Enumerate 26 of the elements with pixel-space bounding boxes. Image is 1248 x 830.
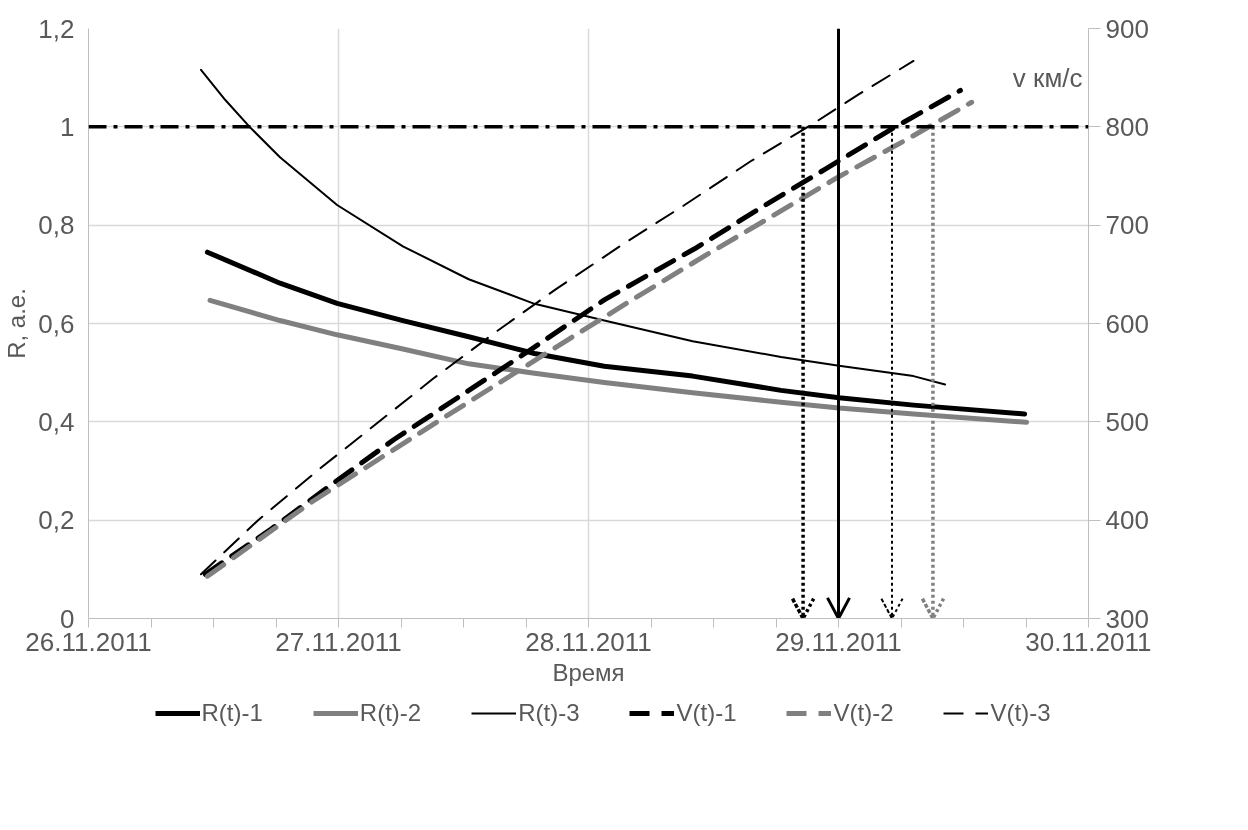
x-axis-title: Время (552, 658, 625, 686)
y-tick-label: 0,8 (38, 210, 75, 241)
y-tick-label: 0,2 (38, 505, 75, 536)
y-tick-label: 0 (60, 603, 75, 634)
y-tick-label: 1,2 (38, 13, 75, 44)
y2-tick-label: 600 (1105, 308, 1149, 339)
legend-label: R(t)-3 (518, 699, 580, 727)
y2-tick-label: 400 (1105, 505, 1149, 536)
y-tick-label: 1 (60, 111, 75, 142)
y-tick-label: 0,4 (38, 406, 75, 437)
legend-label: V(t)-2 (833, 699, 894, 727)
legend-label: R(t)-2 (359, 699, 422, 727)
y2-tick-label: 500 (1105, 406, 1149, 437)
legend-label: V(t)-3 (990, 699, 1051, 727)
y2-tick-label: 900 (1105, 13, 1149, 44)
y2-tick-label: 800 (1105, 111, 1149, 142)
legend-label: R(t)-1 (201, 699, 263, 727)
y2-tick-label: 300 (1105, 603, 1149, 634)
x-tick-label: 28.11.2011 (525, 626, 652, 657)
x-tick-label: 27.11.2011 (275, 626, 402, 657)
y2-axis-title: v км/с (1012, 62, 1083, 93)
x-tick-label: 29.11.2011 (775, 626, 902, 657)
y-tick-label: 0,6 (38, 308, 75, 339)
y2-tick-label: 700 (1105, 210, 1149, 241)
y-axis-title: R, а.е. (3, 288, 31, 359)
legend-label: V(t)-1 (676, 699, 737, 727)
